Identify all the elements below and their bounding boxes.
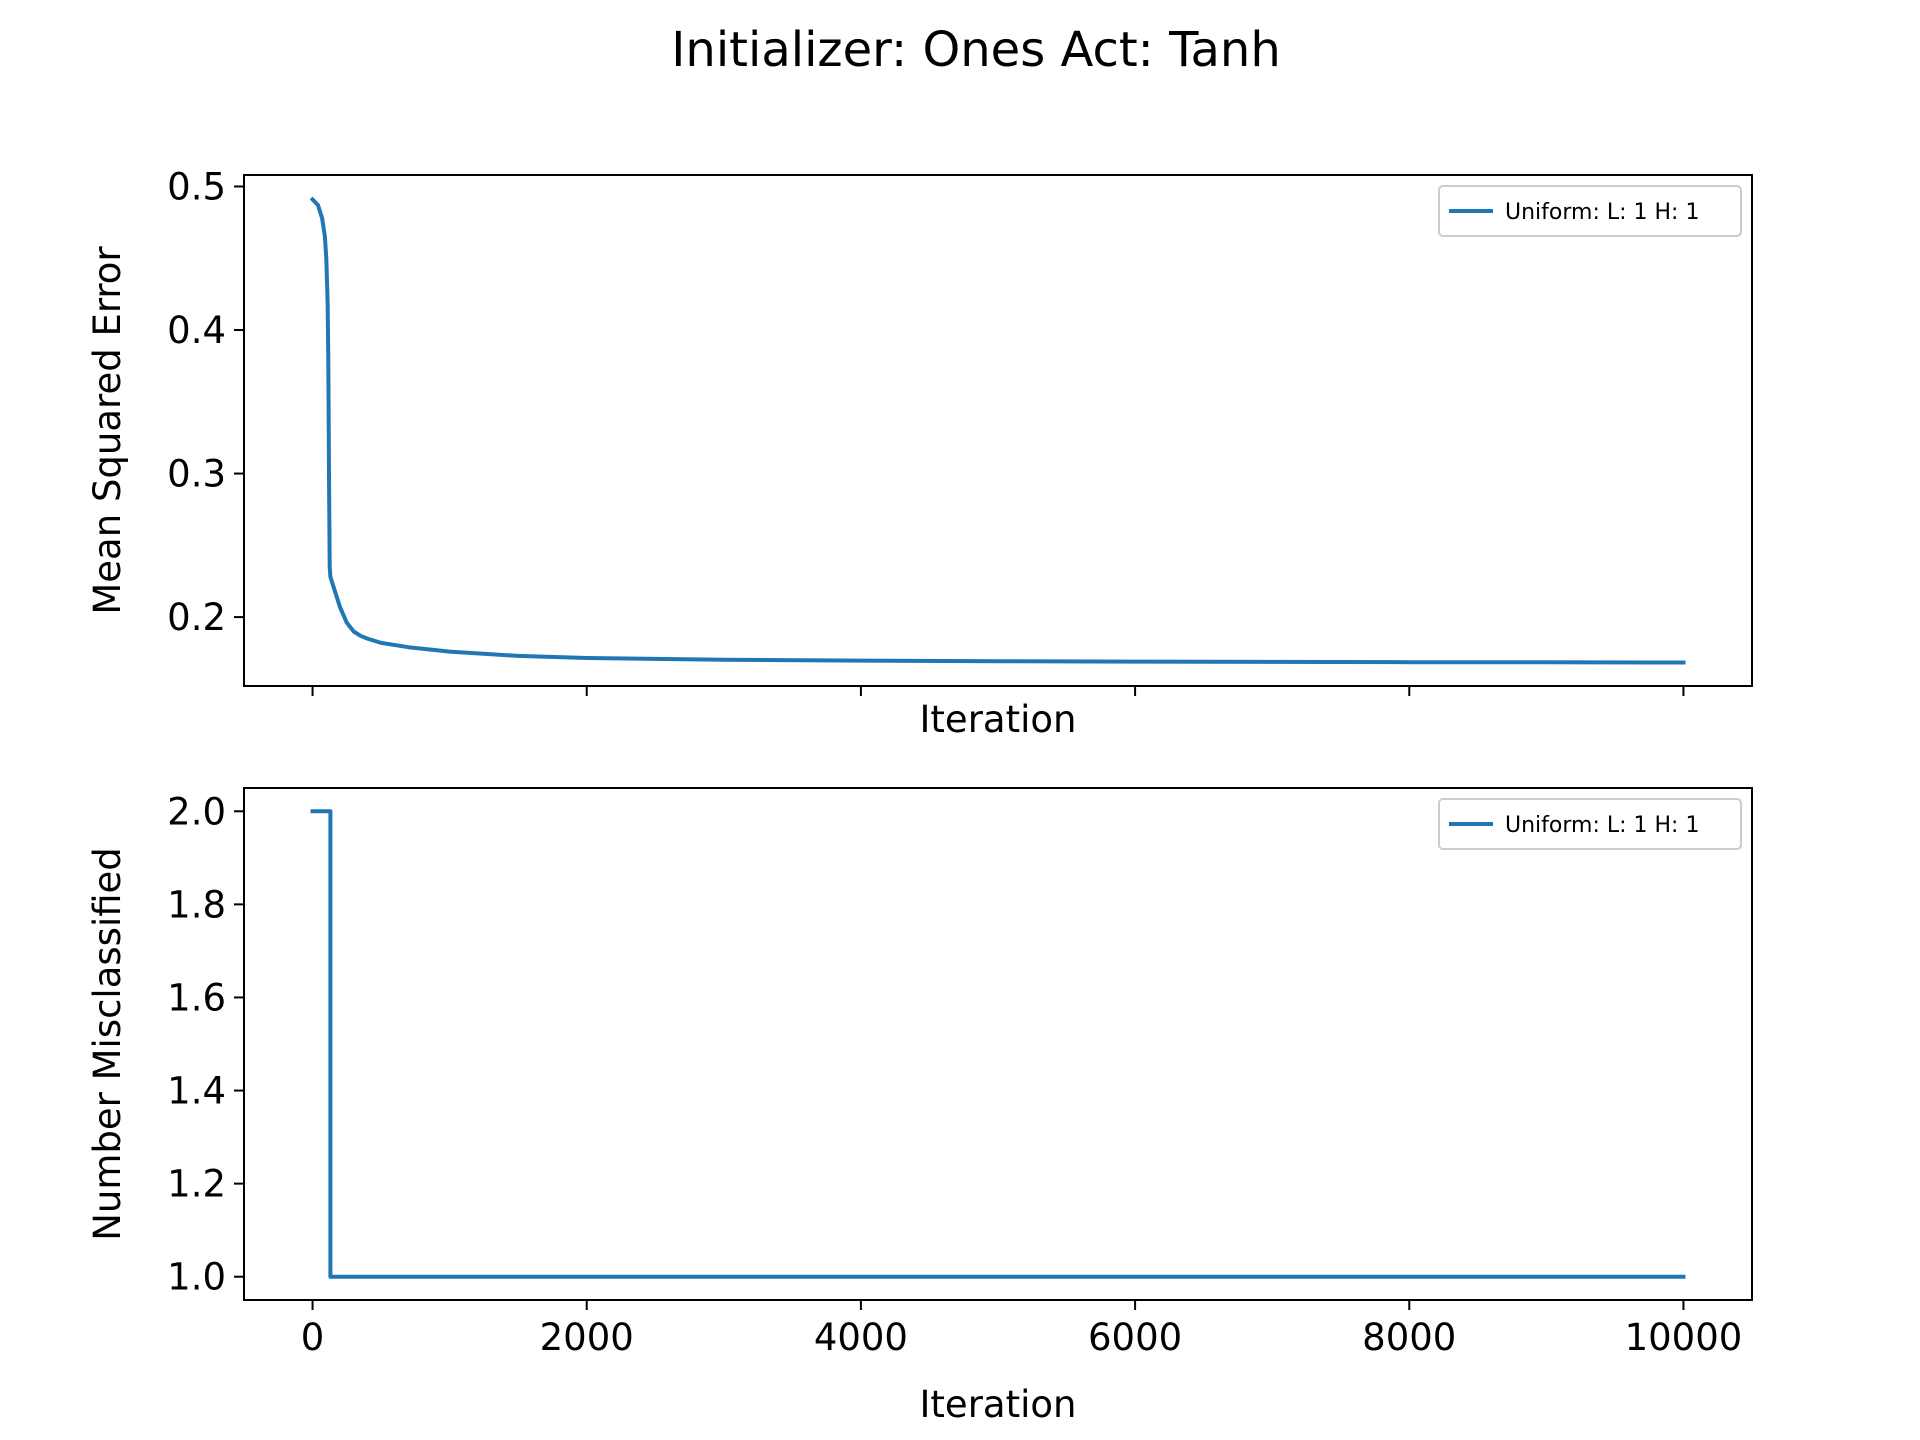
y-axis-label: Mean Squared Error bbox=[86, 246, 129, 615]
legend-box bbox=[1438, 798, 1742, 850]
y-tick-label: 1.2 bbox=[167, 1163, 226, 1206]
series-line-misclassified-0 bbox=[310, 809, 1686, 1279]
legend-mse: Uniform: L: 1 H: 1 bbox=[1438, 185, 1742, 237]
x-tick-label: 10000 bbox=[1625, 1316, 1743, 1359]
x-tick-label: 6000 bbox=[1088, 1316, 1182, 1359]
figure-title: Initializer: Ones Act: Tanh bbox=[671, 22, 1280, 78]
plot-frame-misclassified bbox=[243, 787, 1753, 1301]
panel-misclassified: 0 2000 4000 6000 8000 10000 1.0 1.2 1.4 1.6 1.8 2.0… bbox=[86, 787, 1753, 1426]
x-tick-label: 4000 bbox=[814, 1316, 908, 1359]
x-tick-label: 2000 bbox=[540, 1316, 634, 1359]
legend-box bbox=[1438, 185, 1742, 237]
series-line-mse-0 bbox=[309, 196, 1686, 665]
y-tick-label: 1.4 bbox=[167, 1070, 226, 1113]
y-axis-label: Number Misclassified bbox=[86, 847, 129, 1241]
panel-mse: 0.2 0.3 0.4 0.5 Iteration Mean Squared Error U… bbox=[86, 165, 1753, 741]
x-tick-label: 0 bbox=[301, 1316, 325, 1359]
plot-frame-mse bbox=[243, 174, 1753, 687]
legend-label: Uniform: L: 1 H: 1 bbox=[1505, 200, 1699, 225]
x-axis-label: Iteration bbox=[920, 698, 1077, 741]
x-tick-label: 8000 bbox=[1362, 1316, 1456, 1359]
y-tick-label: 1.6 bbox=[167, 976, 226, 1019]
legend-label: Uniform: L: 1 H: 1 bbox=[1505, 813, 1699, 838]
y-tick-label: 1.8 bbox=[167, 883, 226, 926]
y-tick-label: 0.5 bbox=[167, 165, 226, 208]
x-axis-label: Iteration bbox=[920, 1383, 1077, 1426]
y-tick-label: 0.3 bbox=[167, 453, 226, 496]
y-tick-label: 1.0 bbox=[167, 1256, 226, 1299]
y-tick-label: 2.0 bbox=[167, 790, 226, 833]
y-tick-label: 0.4 bbox=[167, 309, 226, 352]
legend-misclassified: Uniform: L: 1 H: 1 bbox=[1438, 798, 1742, 850]
y-tick-label: 0.2 bbox=[167, 596, 226, 639]
